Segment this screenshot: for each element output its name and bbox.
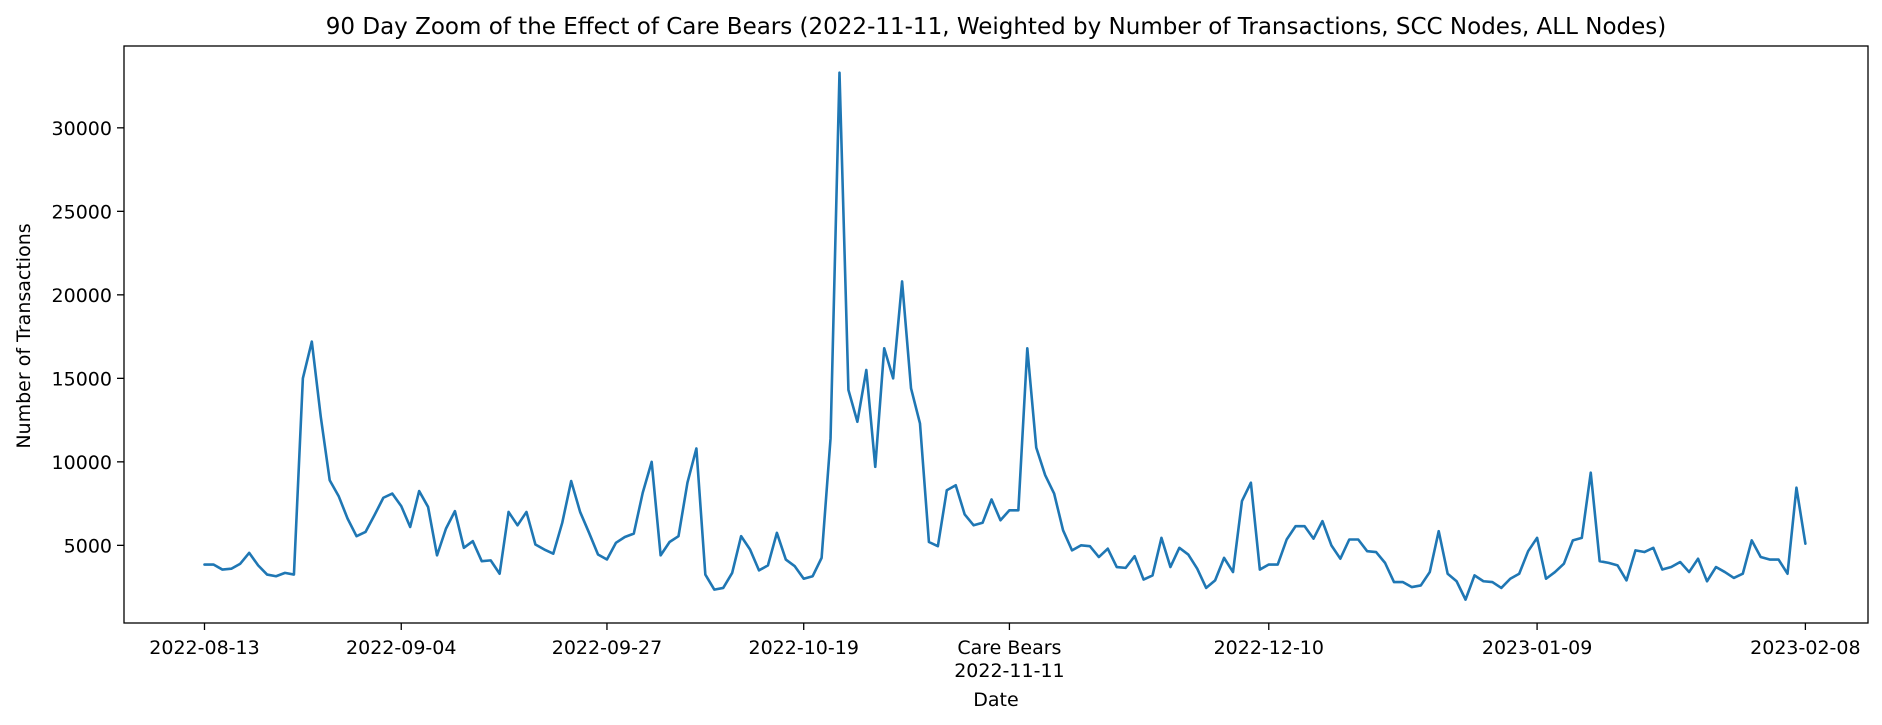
y-tick-label: 20000 bbox=[52, 285, 112, 307]
y-axis-label: Number of Transactions bbox=[13, 223, 35, 448]
y-tick-label: 5000 bbox=[64, 535, 112, 557]
series-line bbox=[203, 71, 1807, 601]
plot-frame bbox=[123, 45, 1869, 624]
x-axis-ticks: 2022-08-13 2022-09-04 2022-09-27 2022-10-19… bbox=[149, 623, 1861, 682]
y-tick-label: 25000 bbox=[52, 201, 112, 223]
chart-title: 90 Day Zoom of the Effect of Care Bears … bbox=[326, 14, 1666, 40]
y-tick-label: 15000 bbox=[52, 368, 112, 390]
y-axis-ticks: 5000 10000 15000 20000 25000 30000 bbox=[52, 118, 124, 557]
x-tick-sublabel: 2022-11-11 bbox=[954, 660, 1064, 682]
x-axis-label: Date bbox=[973, 689, 1018, 711]
x-tick-label: 2022-08-13 bbox=[149, 637, 259, 659]
x-tick-label: 2023-01-09 bbox=[1482, 637, 1592, 659]
x-tick-label: 2023-02-08 bbox=[1750, 637, 1860, 659]
x-tick-label: 2022-12-10 bbox=[1214, 637, 1324, 659]
x-tick-label: 2022-10-19 bbox=[749, 637, 859, 659]
y-tick-label: 10000 bbox=[52, 452, 112, 474]
y-tick-label: 30000 bbox=[52, 118, 112, 140]
x-tick-label: 2022-09-27 bbox=[552, 637, 662, 659]
x-tick-label: 2022-09-04 bbox=[346, 637, 456, 659]
x-tick-label: Care Bears bbox=[957, 637, 1061, 659]
